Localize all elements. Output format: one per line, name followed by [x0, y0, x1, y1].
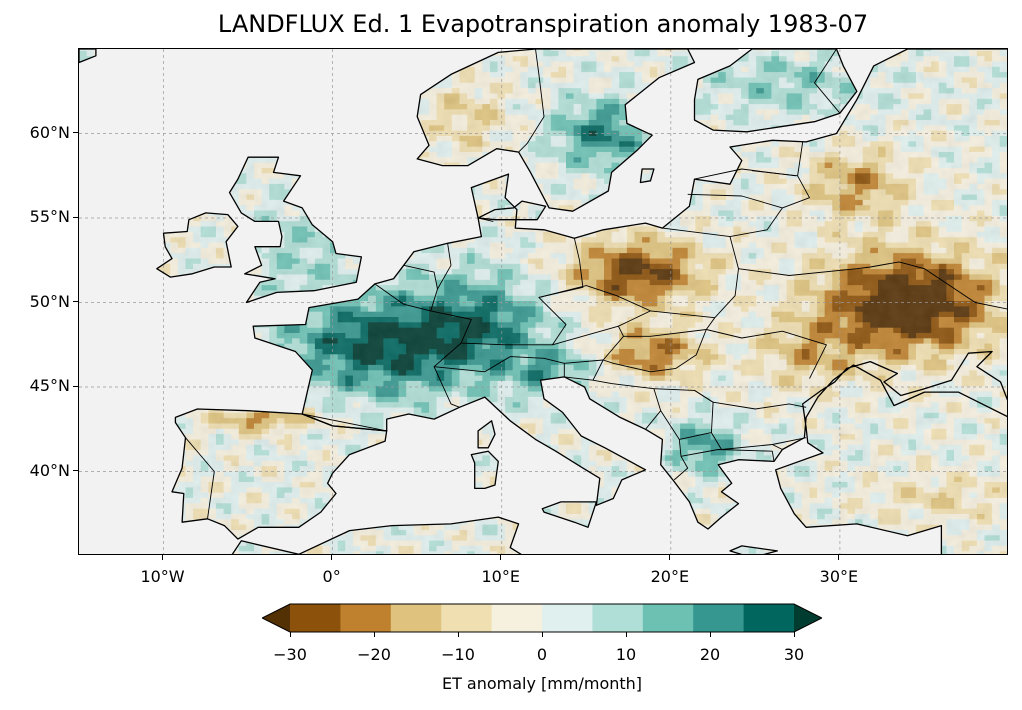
lat-tick-mark	[73, 385, 78, 387]
colorbar-segment	[542, 604, 593, 632]
lon-tick-label: 10°E	[481, 567, 520, 586]
lat-tick-mark	[73, 470, 78, 471]
colorbar-tick-label: −30	[273, 645, 307, 664]
colorbar-segment	[693, 604, 745, 632]
lat-tick-label: 55°N	[29, 207, 70, 226]
colorbar	[262, 603, 822, 633]
map-canvas	[79, 49, 1007, 554]
colorbar-segment	[441, 604, 493, 632]
country-borders	[185, 49, 1007, 519]
lon-tick-mark	[162, 555, 164, 560]
colorbar-extend-high	[794, 604, 822, 632]
map-title: LANDFLUX Ed. 1 Evapotranspiration anomal…	[217, 10, 869, 38]
lat-tick-label: 45°N	[29, 376, 70, 395]
colorbar-tick-label: −20	[357, 645, 391, 664]
colorbar-segment	[743, 604, 795, 632]
colorbar-tick-label: 30	[783, 645, 805, 664]
lon-tick-mark	[669, 555, 671, 560]
colorbar-tick-mark	[709, 632, 711, 637]
lat-tick-label: 50°N	[29, 291, 70, 311]
lon-tick-mark	[331, 555, 333, 560]
colorbar-tick-mark	[457, 632, 459, 637]
lon-tick-label: 0°	[322, 567, 341, 586]
lon-tick-mark	[838, 555, 840, 560]
colorbar-tick-label: 10	[615, 645, 637, 664]
colorbar-tick-label: −10	[441, 645, 475, 664]
colorbar-tick-mark	[373, 632, 375, 637]
colorbar-tick-mark	[793, 632, 795, 637]
colorbar-extend-low	[262, 604, 290, 632]
colorbar-label: ET anomaly [mm/month]	[441, 674, 643, 693]
colorbar-tick-mark	[541, 632, 543, 637]
map-area[interactable]	[78, 48, 1008, 555]
lon-tick-label: 10°W	[140, 567, 185, 586]
colorbar-tick-mark	[625, 632, 627, 637]
lon-tick-mark	[500, 555, 502, 560]
colorbar-segment	[491, 604, 543, 632]
colorbar-tick-mark	[289, 632, 291, 637]
colorbar-segment	[340, 604, 392, 632]
lat-tick-mark	[73, 301, 78, 302]
lat-tick-mark	[73, 132, 78, 133]
colorbar-segment	[390, 604, 442, 632]
colorbar-segment	[290, 604, 341, 632]
lat-tick-label: 60°N	[29, 122, 70, 142]
colorbar-tick-label: 20	[699, 645, 721, 664]
coastlines	[79, 49, 1007, 554]
colorbar-segment	[642, 604, 694, 632]
lon-tick-label: 30°E	[819, 567, 859, 586]
lat-tick-mark	[73, 216, 78, 218]
lat-tick-label: 40°N	[29, 460, 70, 480]
lon-tick-label: 20°E	[650, 567, 690, 586]
colorbar-tick-label: 0	[536, 645, 548, 664]
colorbar-segment	[592, 604, 644, 632]
